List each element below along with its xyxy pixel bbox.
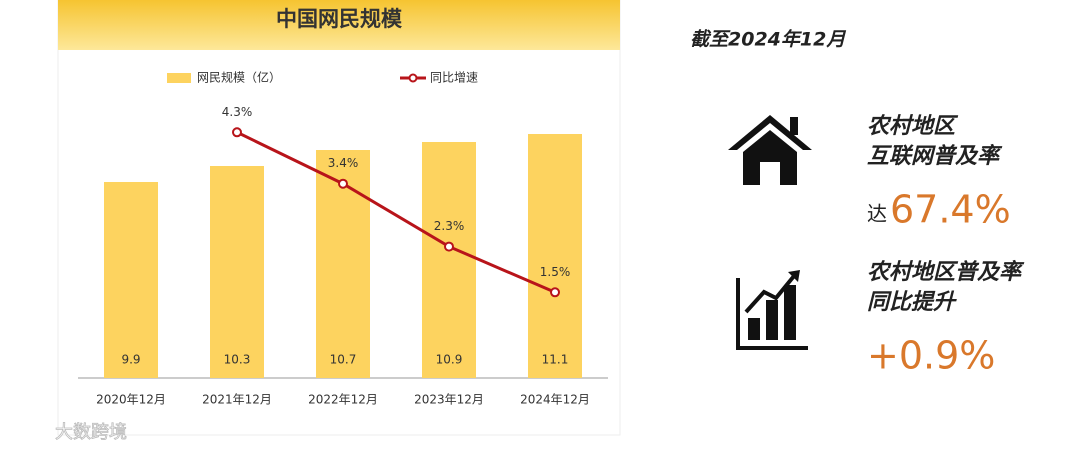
item-label: 农村地区普及率 bbox=[867, 259, 1025, 285]
chart-header bbox=[58, 0, 620, 50]
x-tick-label: 2021年12月 bbox=[202, 393, 272, 407]
bar-value-label: 10.7 bbox=[330, 353, 357, 367]
watermark: 大数跨境 bbox=[55, 422, 127, 443]
house-icon bbox=[728, 115, 812, 185]
x-tick-label: 2024年12月 bbox=[520, 393, 590, 407]
bar bbox=[422, 142, 476, 378]
item-value: 67.4% bbox=[890, 188, 1011, 232]
item-label: 农村地区 bbox=[867, 114, 959, 139]
item-value: +0.9% bbox=[867, 334, 995, 378]
legend-label: 网民规模（亿） bbox=[197, 70, 281, 85]
line-value-label: 1.5% bbox=[540, 265, 571, 279]
bar-value-label: 10.9 bbox=[436, 353, 463, 367]
growth-icon bbox=[736, 270, 808, 350]
line-value-label: 3.4% bbox=[328, 156, 359, 170]
date-note: 截至2024年12月 bbox=[690, 29, 846, 51]
item-prefix: 达 bbox=[867, 202, 887, 226]
legend-swatch bbox=[167, 73, 191, 83]
line-point bbox=[550, 287, 560, 298]
line-point bbox=[338, 178, 348, 189]
x-tick-label: 2022年12月 bbox=[308, 393, 378, 407]
bar bbox=[104, 182, 158, 378]
bar-value-label: 10.3 bbox=[224, 353, 251, 367]
line-point bbox=[444, 241, 454, 252]
bar-value-label: 11.1 bbox=[542, 353, 569, 367]
bar bbox=[528, 134, 582, 378]
bar bbox=[210, 166, 264, 378]
legend-swatch bbox=[408, 73, 418, 83]
line bbox=[236, 130, 556, 294]
line-value-label: 4.3% bbox=[222, 105, 253, 119]
line-value-label: 2.3% bbox=[434, 219, 465, 233]
chart-title: 中国网民规模 bbox=[276, 7, 403, 31]
legend-label: 同比增速 bbox=[430, 71, 478, 85]
item-label: 同比提升 bbox=[867, 290, 957, 315]
bar-value-label: 9.9 bbox=[121, 353, 140, 367]
item-label: 互联网普及率 bbox=[867, 143, 1003, 169]
line-point bbox=[232, 127, 242, 138]
x-tick-label: 2023年12月 bbox=[414, 393, 484, 407]
x-tick-label: 2020年12月 bbox=[96, 393, 166, 407]
